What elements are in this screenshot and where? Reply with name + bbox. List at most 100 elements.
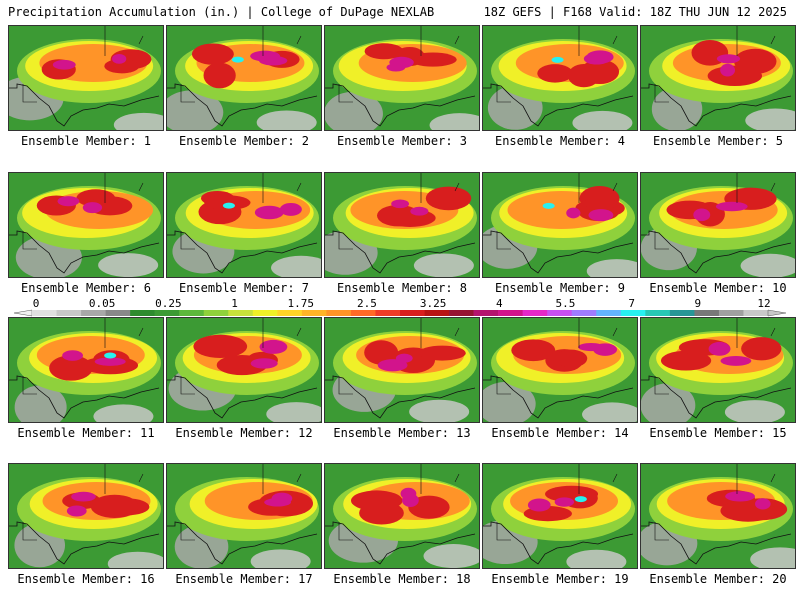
ensemble-map-panel [166,172,322,278]
dry-area [266,402,321,422]
colorbar-swatch [81,310,106,316]
precip-contour [264,498,291,507]
ensemble-member-label: Ensemble Member: 6 [20,281,152,295]
precip-map [325,26,479,130]
precip-contour [725,491,755,502]
colorbar-swatch [669,310,695,316]
precip-contour [734,48,777,74]
precip-contour [720,63,736,77]
ensemble-member-label: Ensemble Member: 10 [649,281,787,295]
ensemble-member-label: Ensemble Member: 16 [17,572,155,586]
colorbar-tick-label: 0 [33,298,40,310]
coastline [641,521,792,565]
ensemble-member-label: Ensemble Member: 4 [494,134,626,148]
colorbar-swatch [449,310,474,316]
precip-contour [66,505,87,517]
precip-contour [574,496,587,503]
precip-contour [566,207,581,219]
coastline [167,230,318,274]
dry-area [724,400,785,422]
precip-map [9,173,163,277]
coastline [325,375,476,419]
coastline [483,230,634,274]
state-border [496,464,618,541]
colorbar-swatch [375,310,401,316]
state-border [22,464,144,541]
ensemble-map-panel [324,317,480,423]
dry-area [423,544,479,568]
dry-area [325,91,383,130]
state-border [654,26,776,103]
precip-map [167,318,321,422]
precip-contour [112,53,127,64]
precip-contour [94,357,126,366]
colorbar-swatch [400,310,425,316]
ensemble-map-panel [640,172,796,278]
ensemble-member-label: Ensemble Member: 18 [333,572,471,586]
precip-map [483,318,637,422]
precip-contour [250,358,278,369]
ensemble-map-panel [482,463,638,569]
colorbar-swatch [473,310,499,316]
coastline [9,83,160,127]
precip-contour [593,343,617,356]
state-border [180,26,302,103]
precip-contour [693,208,711,222]
colorbar-swatch [424,310,450,316]
colorbar-swatch [32,310,57,316]
coastline [641,375,792,419]
precip-contour [400,487,417,500]
dry-area [745,108,795,130]
precip-contour [715,201,748,212]
state-border [338,318,460,395]
ensemble-map-panel [324,25,480,131]
state-border [496,173,618,250]
state-border [338,173,460,250]
state-border [496,26,618,103]
colorbar-swatch [252,310,278,316]
dry-area [93,404,154,422]
colorbar-swatch [154,310,180,316]
precip-contour [386,63,406,72]
ensemble-map-panel [8,463,164,569]
precip-contour [71,491,96,502]
colorbar-swatch [694,310,720,316]
precip-contour [364,340,399,365]
precip-contour [231,56,244,63]
ensemble-member-label: Ensemble Member: 11 [17,426,155,440]
precip-map [167,173,321,277]
state-border [654,173,776,250]
colorbar-swatch [522,310,548,316]
coastline [483,83,634,127]
precip-contour [418,345,466,361]
colorbar: 0 0.05 0.25 1 1.75 2.5 3.25 4 5.5 7 9 12 [13,298,787,317]
precip-contour [755,498,771,510]
dry-area [750,547,795,568]
precip-map [167,464,321,568]
precip-contour [351,490,403,511]
dry-area [429,113,479,130]
coastline [167,375,318,419]
precip-contour [391,199,410,209]
dry-area [641,383,696,422]
dry-area [409,399,470,422]
ensemble-member-label: Ensemble Member: 3 [336,134,468,148]
state-border [180,173,302,250]
ensemble-member-label: Ensemble Member: 15 [649,426,787,440]
colorbar-swatch [105,310,131,316]
ensemble-map-panel [640,25,796,131]
precip-contour [583,52,610,65]
precip-contour [716,54,741,64]
coastline [9,521,160,565]
precip-contour [104,58,140,74]
precip-contour [542,202,555,209]
precip-contour [193,334,248,359]
colorbar-tick-label: 9 [695,298,702,310]
precip-contour [62,350,84,361]
coastline [9,230,160,274]
ensemble-member-label: Ensemble Member: 19 [491,572,629,586]
colorbar-tick-label: 0.05 [89,298,116,310]
colorbar-swatch [203,310,229,316]
colorbar-swatch [620,310,646,316]
colorbar-tick-label: 5.5 [556,298,576,310]
